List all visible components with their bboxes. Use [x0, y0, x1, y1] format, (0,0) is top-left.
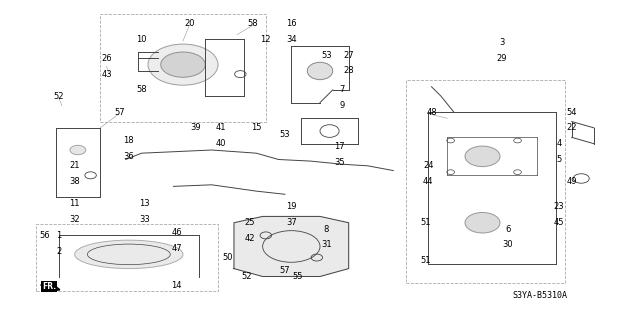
- Text: 2: 2: [56, 247, 61, 256]
- Text: 57: 57: [114, 108, 125, 116]
- Text: 9: 9: [340, 101, 345, 110]
- Text: 26: 26: [101, 54, 112, 63]
- Text: 22: 22: [566, 123, 577, 132]
- Text: 3: 3: [499, 38, 504, 47]
- Text: 48: 48: [426, 108, 437, 116]
- Text: 11: 11: [69, 199, 80, 208]
- Text: 49: 49: [566, 177, 577, 186]
- Ellipse shape: [161, 52, 205, 77]
- Text: 42: 42: [244, 234, 255, 243]
- Text: 29: 29: [497, 54, 507, 63]
- Text: 15: 15: [251, 123, 262, 132]
- Text: 19: 19: [286, 203, 296, 211]
- Text: 14: 14: [172, 281, 182, 291]
- Text: 56: 56: [40, 231, 50, 240]
- Polygon shape: [234, 216, 349, 277]
- Text: 44: 44: [423, 177, 433, 186]
- Ellipse shape: [465, 146, 500, 167]
- Text: 13: 13: [140, 199, 150, 208]
- Text: S3YA-B5310A: S3YA-B5310A: [513, 291, 567, 300]
- Ellipse shape: [465, 212, 500, 233]
- Text: 51: 51: [420, 256, 430, 265]
- Text: 21: 21: [69, 161, 80, 170]
- Text: 10: 10: [136, 35, 147, 44]
- Text: 36: 36: [124, 152, 134, 161]
- Text: 16: 16: [286, 19, 296, 28]
- Text: 34: 34: [286, 35, 296, 44]
- Text: 4: 4: [556, 139, 561, 148]
- Text: 12: 12: [260, 35, 271, 44]
- Text: 58: 58: [136, 85, 147, 94]
- Text: 28: 28: [344, 66, 354, 76]
- Ellipse shape: [75, 240, 183, 269]
- Text: 8: 8: [324, 225, 329, 234]
- Text: 20: 20: [184, 19, 195, 28]
- Text: 52: 52: [241, 272, 252, 281]
- Text: 17: 17: [334, 142, 344, 151]
- Text: 33: 33: [140, 215, 150, 224]
- Text: 51: 51: [420, 218, 430, 227]
- Text: 5: 5: [556, 155, 561, 164]
- Text: 6: 6: [506, 225, 511, 234]
- Text: 53: 53: [321, 51, 332, 60]
- Text: 39: 39: [191, 123, 201, 132]
- Text: 57: 57: [280, 266, 291, 275]
- Text: 31: 31: [321, 241, 332, 249]
- Ellipse shape: [307, 62, 333, 80]
- Text: FR.: FR.: [42, 282, 56, 291]
- Text: 23: 23: [554, 203, 564, 211]
- Text: 38: 38: [69, 177, 80, 186]
- Text: 55: 55: [292, 272, 303, 281]
- Text: 18: 18: [124, 136, 134, 145]
- Text: 24: 24: [423, 161, 433, 170]
- Text: 45: 45: [554, 218, 564, 227]
- Text: 40: 40: [216, 139, 227, 148]
- Ellipse shape: [148, 44, 218, 85]
- Text: 37: 37: [286, 218, 297, 227]
- Text: 35: 35: [334, 158, 344, 167]
- Text: 54: 54: [566, 108, 577, 116]
- Ellipse shape: [70, 145, 86, 155]
- Text: 53: 53: [280, 130, 291, 139]
- Text: 58: 58: [248, 19, 259, 28]
- Text: 43: 43: [101, 70, 112, 78]
- Text: 1: 1: [56, 231, 61, 240]
- Text: 32: 32: [69, 215, 80, 224]
- Text: 50: 50: [222, 253, 233, 262]
- Text: 41: 41: [216, 123, 227, 132]
- Text: 27: 27: [344, 51, 354, 60]
- Text: 30: 30: [502, 241, 513, 249]
- Text: 47: 47: [172, 243, 182, 253]
- Text: 25: 25: [244, 218, 255, 227]
- Text: 7: 7: [340, 85, 345, 94]
- Text: 46: 46: [172, 228, 182, 237]
- Text: 52: 52: [54, 92, 64, 101]
